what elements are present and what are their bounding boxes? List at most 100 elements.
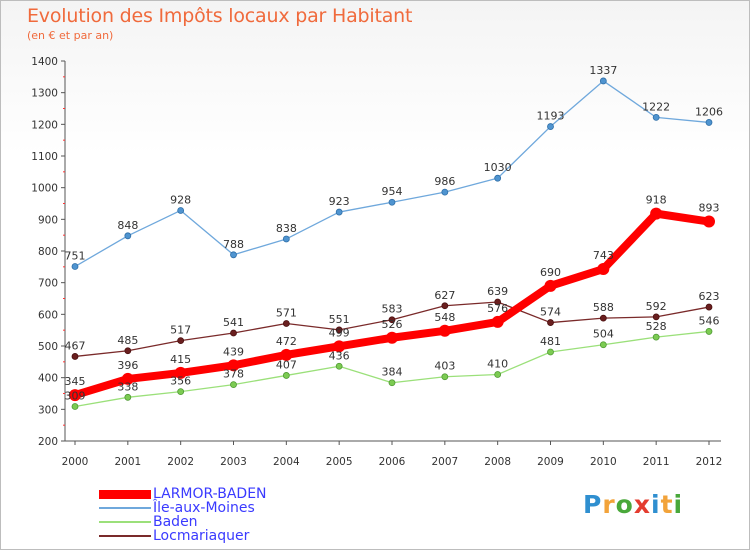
data-label-larmor-baden: 499 — [329, 326, 350, 339]
chart-legend: LARMOR-BADEN Île-aux-Moines Baden Locmar… — [99, 487, 267, 543]
legend-label-larmor-baden: LARMOR-BADEN — [153, 486, 267, 502]
data-label-baden: 481 — [540, 335, 561, 348]
x-tick-label: 2008 — [484, 456, 511, 468]
x-tick-label: 2010 — [590, 456, 617, 468]
data-label-ile-aux-moines: 788 — [223, 238, 244, 251]
data-point-baden — [547, 348, 554, 356]
data-label-larmor-baden: 415 — [170, 353, 191, 366]
data-label-locmariaquer: 485 — [117, 334, 138, 347]
data-label-locmariaquer: 467 — [65, 339, 86, 352]
x-tick-label: 2006 — [379, 456, 406, 468]
x-tick-label: 2012 — [696, 456, 723, 468]
y-tick-label: 200 — [38, 436, 58, 448]
x-tick-label: 2001 — [114, 456, 141, 468]
data-label-ile-aux-moines: 1337 — [589, 64, 617, 77]
data-label-baden: 504 — [593, 328, 614, 341]
data-point-ile-aux-moines — [547, 123, 554, 130]
data-label-baden: 410 — [487, 358, 508, 371]
data-label-baden: 403 — [434, 360, 455, 373]
x-tick-label: 2003 — [220, 456, 247, 468]
x-tick-label: 2009 — [537, 456, 564, 468]
data-point-larmor-baden — [544, 279, 557, 292]
data-point-baden — [494, 371, 502, 378]
y-tick-label: 700 — [38, 278, 58, 290]
data-point-larmor-baden — [69, 389, 81, 402]
y-tick-label: 900 — [38, 214, 58, 226]
data-label-baden: 384 — [382, 366, 403, 379]
data-label-larmor-baden: 396 — [117, 359, 138, 372]
data-point-locmariaquer — [547, 319, 554, 326]
data-point-ile-aux-moines — [388, 198, 396, 206]
data-point-ile-aux-moines — [705, 119, 713, 126]
data-label-baden: 356 — [170, 375, 191, 388]
data-label-ile-aux-moines: 1030 — [484, 161, 512, 174]
y-tick-label: 1300 — [31, 88, 58, 100]
data-label-ile-aux-moines: 954 — [382, 185, 403, 198]
data-point-ile-aux-moines — [71, 263, 79, 270]
y-tick-label: 300 — [38, 404, 58, 416]
legend-swatch-ile-aux-moines — [99, 507, 151, 509]
data-point-ile-aux-moines — [230, 251, 237, 259]
y-tick-label: 1400 — [31, 56, 58, 68]
data-point-baden — [388, 379, 396, 387]
data-label-baden: 378 — [223, 368, 244, 381]
y-tick-label: 600 — [38, 309, 58, 321]
data-label-larmor-baden: 345 — [65, 375, 86, 388]
data-point-larmor-baden — [703, 215, 715, 228]
data-label-larmor-baden: 439 — [223, 345, 244, 358]
legend-label-ile-aux-moines: Île-aux-Moines — [153, 500, 255, 516]
data-point-ile-aux-moines — [124, 232, 132, 240]
data-label-locmariaquer: 623 — [699, 290, 720, 303]
data-point-locmariaquer — [652, 313, 660, 321]
data-point-larmor-baden — [227, 359, 240, 372]
data-label-ile-aux-moines: 1222 — [642, 100, 670, 113]
data-label-ile-aux-moines: 1206 — [695, 105, 723, 118]
y-tick-label: 500 — [38, 341, 58, 353]
legend-item-locmariaquer: Locmariaquer — [99, 529, 267, 543]
data-label-ile-aux-moines: 751 — [65, 250, 86, 263]
data-point-larmor-baden — [174, 366, 187, 379]
data-point-baden — [124, 393, 132, 401]
data-label-larmor-baden: 548 — [434, 311, 455, 324]
legend-swatch-baden — [99, 521, 151, 523]
y-tick-label: 800 — [38, 246, 58, 258]
data-point-baden — [71, 403, 79, 410]
x-tick-label: 2004 — [273, 456, 300, 468]
x-tick-label: 2000 — [62, 456, 89, 468]
proxiti-logo: Proxiti — [583, 490, 684, 519]
data-point-larmor-baden — [333, 340, 346, 353]
data-label-larmor-baden: 743 — [593, 249, 614, 262]
data-label-larmor-baden: 690 — [540, 266, 561, 279]
data-label-baden: 309 — [65, 389, 86, 402]
data-point-larmor-baden — [438, 324, 451, 337]
data-point-ile-aux-moines — [441, 188, 449, 196]
data-point-locmariaquer — [230, 329, 237, 337]
data-label-locmariaquer: 592 — [646, 300, 667, 313]
data-label-locmariaquer: 627 — [434, 289, 455, 302]
legend-swatch-larmor-baden — [99, 489, 151, 499]
y-tick-label: 1200 — [31, 119, 58, 131]
data-label-baden: 528 — [646, 320, 667, 333]
data-point-locmariaquer — [124, 347, 132, 355]
data-point-ile-aux-moines — [599, 77, 607, 85]
data-label-larmor-baden: 526 — [382, 318, 403, 331]
data-point-locmariaquer — [177, 337, 185, 345]
y-tick-label: 1000 — [31, 183, 58, 195]
data-point-larmor-baden — [597, 263, 610, 276]
data-label-locmariaquer: 583 — [382, 303, 403, 316]
data-point-ile-aux-moines — [335, 208, 343, 216]
data-point-baden — [335, 362, 343, 370]
data-label-ile-aux-moines: 848 — [117, 219, 138, 232]
x-tick-label: 2007 — [431, 456, 458, 468]
data-label-locmariaquer: 639 — [487, 285, 508, 298]
data-label-ile-aux-moines: 923 — [329, 195, 350, 208]
data-label-ile-aux-moines: 928 — [170, 193, 191, 206]
data-label-ile-aux-moines: 1193 — [537, 110, 565, 123]
data-label-ile-aux-moines: 986 — [434, 175, 455, 188]
y-tick-label: 1100 — [31, 151, 58, 163]
data-label-ile-aux-moines: 838 — [276, 222, 297, 235]
data-point-baden — [599, 341, 607, 349]
data-label-locmariaquer: 541 — [223, 316, 244, 329]
data-point-locmariaquer — [705, 303, 713, 311]
